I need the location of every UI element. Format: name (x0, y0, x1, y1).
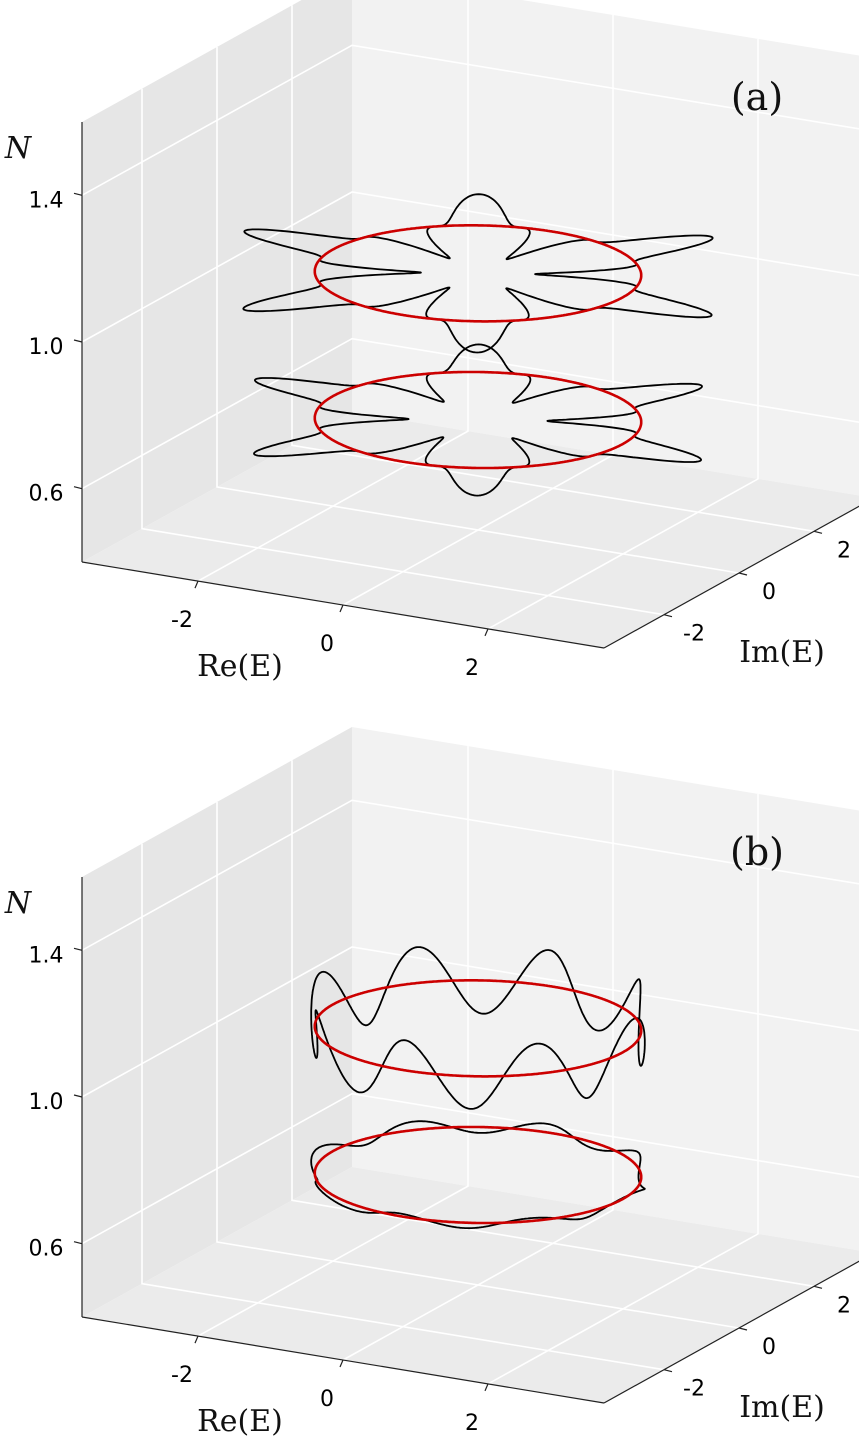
y-tick (813, 530, 823, 534)
back-pane (352, 727, 859, 1251)
x-axis-label: Re(E) (197, 649, 283, 684)
x-tick-label: 0 (320, 632, 334, 657)
circle-curve-1 (313, 224, 643, 323)
z-tick-label: 1.0 (29, 335, 64, 360)
circle-curve-3 (313, 1125, 643, 1225)
z-tick-label: 0.6 (29, 1237, 64, 1262)
circle-curve-3 (313, 370, 643, 470)
z-tick-label: 0.6 (29, 482, 64, 507)
z-axis-label: N (4, 886, 33, 921)
z-tick (73, 1094, 83, 1098)
y-tick (813, 1285, 823, 1289)
z-tick (73, 339, 83, 343)
x-tick-label: 0 (320, 1387, 334, 1412)
y-axis-label: Im(E) (739, 635, 825, 670)
panel-label: (b) (730, 830, 784, 874)
z-tick-label: 1.4 (29, 943, 64, 968)
circle-curve-1 (313, 978, 643, 1078)
z-gridline (81, 44, 859, 196)
y-tick (663, 1369, 673, 1373)
z-gridline (81, 799, 859, 951)
z-tick-label: 1.0 (29, 1090, 64, 1115)
spectrum-curve-2 (310, 1120, 646, 1230)
y-tick (738, 1327, 748, 1331)
y-tick-label: 2 (837, 1293, 851, 1318)
x-tick (339, 1359, 344, 1368)
y-gridline (216, 802, 740, 1329)
z-tick (73, 1241, 83, 1245)
y-tick-label: -2 (683, 1377, 705, 1402)
z-gridline (81, 946, 859, 1098)
panel-a: -2 0 2 -2 0 2 0.6 1.0 1.4 Re(E) Im(E) N (a) (4, 0, 859, 684)
x-gridline (487, 38, 759, 630)
z-tick (73, 486, 83, 490)
panel-label: (a) (731, 75, 783, 119)
y-tick (663, 614, 673, 618)
x-tick (194, 1335, 199, 1344)
z-axis-label: N (4, 131, 33, 166)
y-gridline (291, 760, 815, 1288)
spectrum-curve-0 (242, 193, 714, 354)
y-gridline (216, 47, 740, 574)
z-gridline (81, 191, 859, 343)
x-tick-label: 2 (465, 656, 479, 681)
y-tick-label: 2 (837, 538, 851, 563)
y-tick-label: -2 (683, 622, 705, 647)
floor-pane (82, 1167, 859, 1403)
x-tick-label: -2 (171, 608, 193, 633)
z-gridline (81, 1092, 859, 1245)
y-gridline (141, 88, 665, 616)
x-tick (484, 1383, 489, 1392)
z-tick (73, 192, 83, 196)
x-tick-label: 2 (465, 1411, 479, 1436)
y-tick-label: 0 (762, 1335, 776, 1360)
x-tick (484, 628, 489, 637)
floor-pane (82, 412, 859, 648)
x-gridline (197, 0, 469, 582)
x-tick (339, 604, 344, 613)
x-gridline (197, 746, 469, 1337)
x-gridline (487, 793, 759, 1385)
y-tick-label: 0 (762, 580, 776, 605)
x-gridline (342, 770, 614, 1361)
x-tick (194, 580, 199, 589)
z-tick-label: 1.4 (29, 188, 64, 213)
z-tick (73, 947, 83, 951)
x-tick-label: -2 (171, 1363, 193, 1388)
x-axis-label: Re(E) (197, 1404, 283, 1439)
panel-b: -2 0 2 -2 0 2 0.6 1.0 1.4 Re(E) Im(E) N (b) (4, 727, 859, 1439)
y-axis-label: Im(E) (739, 1390, 825, 1425)
z-gridline (81, 337, 859, 490)
y-gridline (291, 5, 815, 533)
spectrum-curve-2 (253, 343, 703, 497)
y-tick (738, 572, 748, 576)
y-gridline (141, 843, 665, 1371)
